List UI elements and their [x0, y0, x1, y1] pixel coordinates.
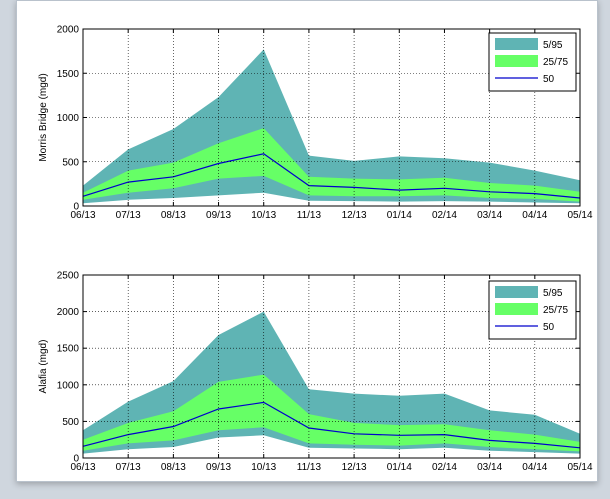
x-tick-label: 09/13 [206, 462, 231, 473]
legend-label: 25/75 [543, 57, 568, 68]
x-tick-label: 05/14 [567, 210, 592, 221]
x-tick-label: 01/14 [387, 210, 412, 221]
legend-label: 5/95 [543, 40, 563, 51]
legend-swatch-25-75 [495, 303, 538, 315]
legend-label: 50 [543, 74, 555, 85]
legend-swatch-25-75 [495, 55, 538, 67]
y-tick-label: 1500 [57, 344, 80, 355]
x-tick-label: 07/13 [116, 462, 141, 473]
x-tick-label: 04/14 [522, 210, 547, 221]
legend-label: 50 [543, 322, 555, 333]
y-tick-label: 500 [62, 157, 79, 168]
y-tick-label: 2500 [57, 271, 80, 282]
legend-label: 25/75 [543, 305, 568, 316]
x-tick-label: 02/14 [432, 210, 457, 221]
legend-label: 5/95 [543, 288, 563, 299]
y-tick-label: 2000 [57, 25, 80, 36]
y-tick-label: 1000 [57, 380, 80, 391]
y-tick-label: 0 [73, 202, 79, 213]
x-tick-label: 02/14 [432, 462, 457, 473]
x-tick-label: 03/14 [477, 462, 502, 473]
series-line-50 [82, 401, 581, 449]
axes-box [82, 274, 581, 459]
band-25-75 [83, 128, 580, 202]
x-tick-label: 11/13 [297, 210, 322, 221]
y-axis-label: Alafia (mgd) [38, 340, 49, 394]
x-tick-label: 06/13 [70, 210, 95, 221]
y-axis-label: Morris Bridge (mgd) [38, 73, 49, 161]
x-tick-label: 08/13 [161, 210, 186, 221]
y-tick-label: 0 [73, 454, 79, 465]
chart-panel-2: 06/13 07/13 08/13 09/13 10/13 11/13 12/13 01/14… [38, 271, 593, 474]
x-tick-label: 10/13 [251, 462, 276, 473]
x-tick-label: 05/14 [567, 462, 592, 473]
chart-panel-1: 06/13 07/13 08/13 09/13 10/13 11/13 12/13 01/14… [38, 25, 593, 222]
x-tick-label: 08/13 [161, 462, 186, 473]
y-tick-label: 1500 [57, 69, 80, 80]
y-tick-label: 1000 [57, 113, 80, 124]
legend: 5/95 25/75 50 [488, 280, 577, 340]
x-tick-label: 04/14 [522, 462, 547, 473]
legend-swatch-5-95 [495, 38, 538, 50]
x-tick-label: 10/13 [251, 210, 276, 221]
x-tick-label: 01/14 [387, 462, 412, 473]
x-tick-label: 06/13 [70, 462, 95, 473]
legend: 5/95 25/75 50 [488, 32, 577, 92]
x-tick-label: 12/13 [342, 210, 367, 221]
x-tick-label: 12/13 [342, 462, 367, 473]
legend-swatch-5-95 [495, 286, 538, 298]
band-25-75 [83, 374, 580, 452]
y-tick-label: 2000 [57, 307, 80, 318]
x-tick-label: 09/13 [206, 210, 231, 221]
x-tick-label: 07/13 [116, 210, 141, 221]
x-tick-label: 03/14 [477, 210, 502, 221]
series-line-50 [82, 153, 581, 199]
x-tick-label: 11/13 [297, 462, 322, 473]
y-tick-label: 500 [62, 417, 79, 428]
